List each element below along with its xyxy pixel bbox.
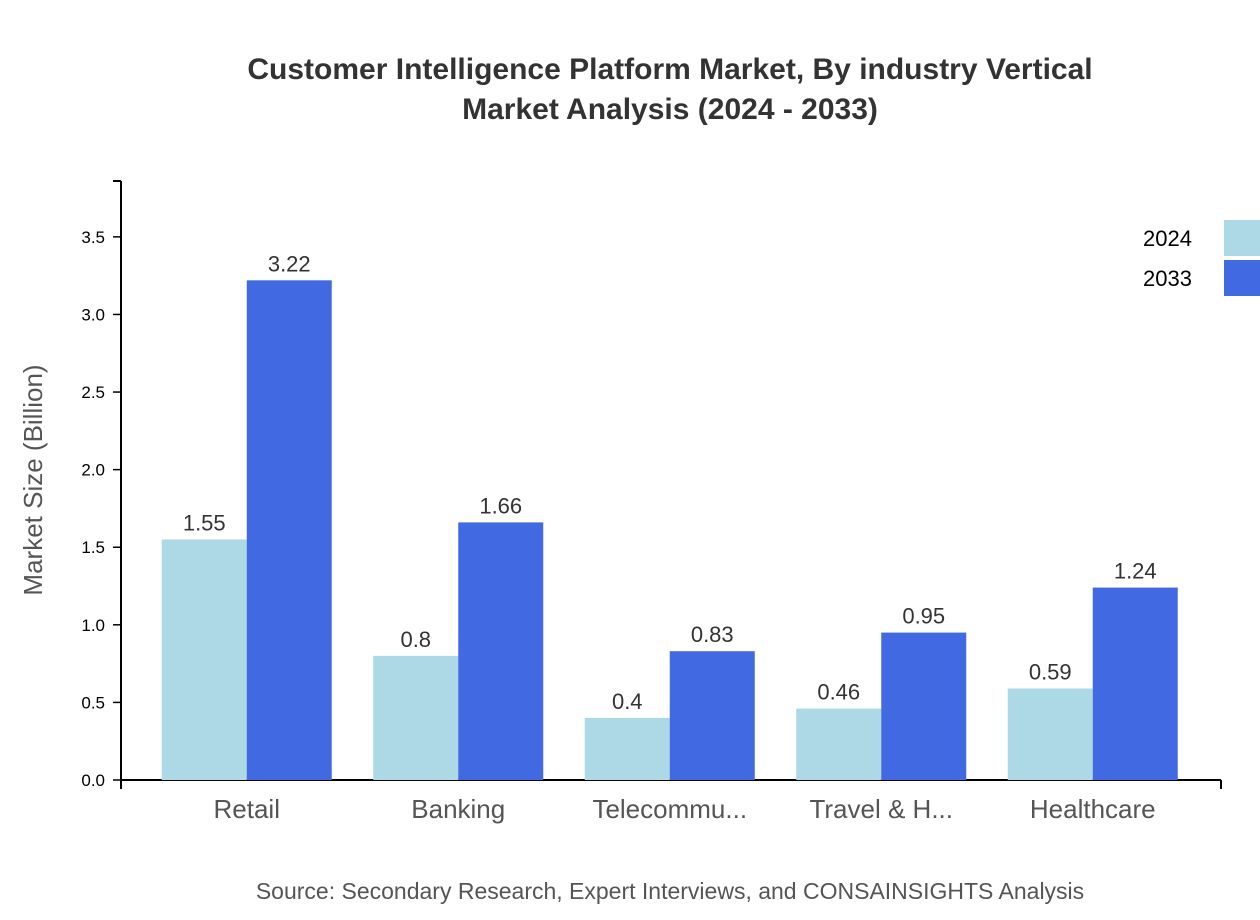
legend-swatch-2033 (1224, 260, 1260, 296)
data-label: 1.66 (479, 493, 522, 518)
x-tick-label: Travel & H... (809, 794, 953, 824)
data-label: 1.24 (1114, 559, 1157, 584)
data-label: 1.55 (183, 510, 226, 535)
y-tick-label: 2.0 (81, 461, 105, 480)
y-tick-label: 1.0 (81, 616, 105, 635)
x-tick-label: Retail (214, 794, 280, 824)
bar-2024 (796, 708, 882, 780)
data-label: 0.46 (817, 680, 860, 705)
legend-label: 2033 (1143, 266, 1192, 291)
data-label: 0.8 (400, 627, 431, 652)
chart-title-line-2: Market Analysis (2024 - 2033) (462, 93, 878, 126)
data-label: 0.95 (902, 604, 945, 629)
x-tick-label: Telecommu... (592, 794, 747, 824)
data-label: 0.83 (691, 622, 734, 647)
source-note: Source: Secondary Research, Expert Inter… (255, 878, 1085, 904)
chart-title: Customer Intelligence Platform Market, B… (0, 50, 1260, 130)
y-tick-label: 1.5 (81, 538, 105, 557)
y-tick-label: 0.5 (81, 693, 105, 712)
bar-2024 (584, 717, 670, 780)
y-axis-label: Market Size (Billion) (18, 364, 48, 595)
bar-2033 (1092, 587, 1178, 780)
y-tick-label: 0.0 (81, 771, 105, 790)
y-tick-label: 3.5 (81, 228, 105, 247)
bar-2033 (669, 651, 755, 780)
bar-2024 (161, 539, 247, 780)
bar-2024 (1007, 688, 1093, 780)
chart-title-line-1: Customer Intelligence Platform Market, B… (247, 53, 1093, 86)
legend-swatch-2024 (1224, 220, 1260, 256)
y-tick-label: 3.0 (81, 305, 105, 324)
x-tick-label: Healthcare (1030, 794, 1156, 824)
data-label: 0.59 (1029, 659, 1072, 684)
bar-2033 (246, 280, 332, 780)
bar-2033 (881, 632, 967, 780)
data-label: 3.22 (268, 251, 311, 276)
y-tick-label: 2.5 (81, 383, 105, 402)
bar-2024 (373, 655, 459, 780)
bar-2033 (458, 522, 544, 780)
legend-label: 2024 (1143, 226, 1192, 251)
x-tick-label: Banking (411, 794, 505, 824)
data-label: 0.4 (612, 689, 643, 714)
